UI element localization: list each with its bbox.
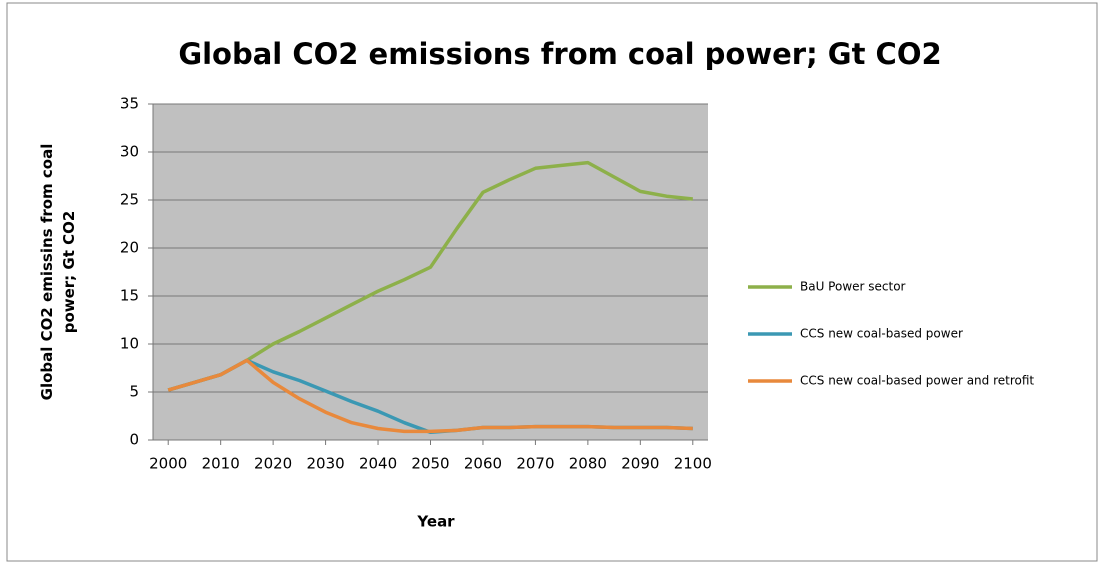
legend-label: BaU Power sector [800,280,906,294]
y-axis-label: Global CO2 emissins from coal power; Gt … [38,143,78,401]
x-tick-label: 2000 [149,455,187,473]
legend-label: CCS new coal-based power and retrofit [800,374,1034,388]
y-tick-label: 10 [120,335,139,353]
x-tick-label: 2070 [516,455,554,473]
y-tick-label: 15 [120,287,139,305]
chart-title: Global CO2 emissions from coal power; Gt… [178,37,941,71]
x-tick-label: 2030 [306,455,344,473]
legend-label: CCS new coal-based power [800,327,963,341]
y-axis-label-box: Global CO2 emissins from coal power; Gt … [38,143,78,401]
x-tick-label: 2050 [411,455,449,473]
series-line [167,160,693,392]
x-tick-label: 2100 [674,455,712,473]
y-tick-label: 0 [129,431,139,449]
y-tick-label: 35 [120,95,139,113]
y-tick-label: 30 [120,143,139,161]
y-tick-label: 5 [129,383,139,401]
y-tick-label: 20 [120,239,139,257]
plot-area [153,104,708,440]
x-tick-label: 2060 [464,455,502,473]
y-tick-label: 25 [120,191,139,209]
x-tick-label: 2010 [202,455,240,473]
x-tick-label: 2090 [621,455,659,473]
x-tick-label: 2080 [569,455,607,473]
x-tick-label: 2040 [359,455,397,473]
x-axis-label: Year [416,513,455,531]
x-tick-label: 2020 [254,455,292,473]
series-line [167,358,693,434]
